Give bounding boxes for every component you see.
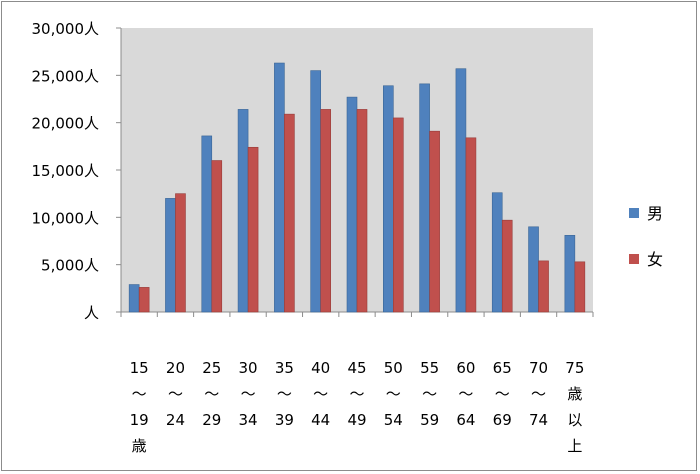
x-tick-label: 55	[420, 359, 439, 377]
bar-female	[393, 117, 404, 313]
x-tick-label: 〜	[277, 385, 292, 403]
bar-male	[383, 85, 394, 313]
x-tick-label: 歳	[132, 437, 147, 455]
y-tick-label: 5,000人	[41, 257, 99, 275]
x-tick-label: 25	[202, 359, 221, 377]
x-tick-label: 39	[275, 411, 294, 429]
x-tick-label: 40	[311, 359, 330, 377]
bar-female	[465, 137, 477, 313]
x-tick-label: 〜	[422, 385, 437, 403]
x-tick-label: 69	[493, 411, 512, 429]
bar-male	[455, 68, 467, 313]
x-tick-label: 歳	[567, 385, 582, 403]
y-axis-ticks: 人 5,000人 10,000人 15,000人 20,000人 25,000人 30,00…	[32, 20, 121, 322]
bar-female	[247, 146, 259, 313]
x-tick-label: 〜	[132, 385, 147, 403]
y-tick-label: 25,000人	[32, 67, 100, 85]
x-tick-label: 65	[493, 359, 512, 377]
x-tick-label: 75	[565, 359, 584, 377]
bar-female	[138, 287, 150, 313]
x-tick-label: 44	[311, 411, 330, 429]
y-tick-label: 人	[84, 304, 99, 322]
bar-female	[429, 130, 440, 313]
x-tick-label: 〜	[204, 385, 219, 403]
bar-female	[538, 260, 549, 313]
bar-male	[419, 83, 430, 313]
x-tick-label: 以	[567, 411, 582, 429]
x-tick-label: 〜	[349, 385, 364, 403]
x-tick-label: 24	[166, 411, 185, 429]
x-axis-ticks: 15 〜 19 歳 20 〜 24 25 〜 29 30 〜 34 35 〜 39 40 〜 44 45 〜 49 50 〜 5…	[120, 312, 594, 455]
x-tick-label: 59	[420, 411, 439, 429]
y-tick-label: 15,000人	[32, 162, 100, 180]
x-tick-label: 〜	[495, 385, 510, 403]
bar-male	[201, 135, 213, 313]
bar-male	[528, 226, 539, 313]
bar-male	[128, 284, 140, 313]
bar-female	[501, 219, 513, 313]
bar-male	[237, 109, 249, 313]
x-tick-label: 34	[239, 411, 258, 429]
bar-male	[310, 70, 321, 313]
x-tick-label: 54	[384, 411, 403, 429]
x-tick-label: 60	[456, 359, 475, 377]
x-tick-label: 45	[347, 359, 366, 377]
legend-swatch	[629, 208, 639, 218]
x-tick-label: 50	[384, 359, 403, 377]
bars	[128, 62, 586, 313]
legend-label: 男	[647, 204, 663, 223]
bar-female	[211, 160, 223, 313]
bar-male	[274, 62, 285, 313]
x-tick-label: 49	[347, 411, 366, 429]
x-tick-label: 20	[166, 359, 185, 377]
x-tick-label: 上	[567, 437, 582, 455]
bar-female	[175, 193, 186, 313]
x-tick-label: 〜	[386, 385, 401, 403]
bar-male	[346, 96, 358, 313]
bar-female	[284, 113, 295, 313]
x-tick-label: 15	[130, 359, 149, 377]
x-tick-label: 〜	[168, 385, 183, 403]
x-tick-label: 〜	[313, 385, 328, 403]
bar-female	[574, 261, 586, 313]
x-tick-label: 30	[239, 359, 258, 377]
bar-male	[564, 235, 576, 313]
x-tick-label: 29	[202, 411, 221, 429]
legend-swatch	[629, 254, 639, 264]
legend-label: 女	[647, 250, 663, 269]
legend: 男女	[629, 204, 663, 269]
y-tick-label: 30,000人	[32, 20, 100, 38]
x-tick-label: 64	[456, 411, 475, 429]
x-tick-label: 〜	[531, 385, 546, 403]
y-tick-label: 10,000人	[32, 209, 100, 227]
x-tick-label: 〜	[458, 385, 473, 403]
bar-female	[356, 109, 368, 313]
bar-male	[491, 192, 503, 313]
x-tick-label: 35	[275, 359, 294, 377]
bar-female	[320, 109, 331, 313]
y-tick-label: 20,000人	[32, 115, 100, 133]
x-tick-label: 19	[130, 411, 149, 429]
bar-male	[165, 198, 176, 313]
x-tick-label: 74	[529, 411, 548, 429]
x-tick-label: 〜	[241, 385, 256, 403]
x-tick-label: 70	[529, 359, 548, 377]
